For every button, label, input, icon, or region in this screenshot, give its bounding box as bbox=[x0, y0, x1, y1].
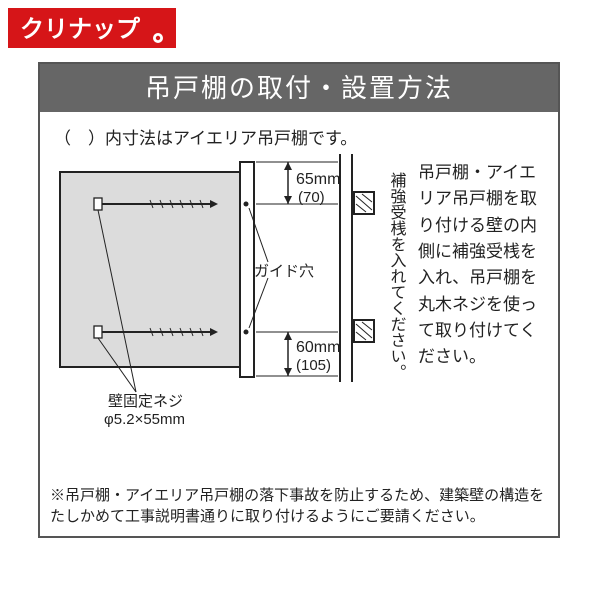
bottom-dimension-sub: (105) bbox=[296, 357, 331, 374]
brand-logo: クリナップ bbox=[8, 8, 176, 48]
top-dimension-sub: (70) bbox=[298, 189, 325, 206]
guide-hole-label: ガイド穴 bbox=[254, 263, 314, 280]
reinforcement-note: 補強受桟を入れてください。 bbox=[388, 172, 407, 380]
bottom-dimension: 60mm bbox=[296, 339, 340, 356]
footnote-text: ※吊戸棚・アイエリア吊戸棚の落下事故を防止するため、建築壁の構造をたしかめて工事… bbox=[50, 485, 548, 529]
panel-subtitle: （ ）内寸法はアイエリア吊戸棚です。 bbox=[54, 124, 357, 149]
top-dimension: 65mm bbox=[296, 171, 340, 188]
screw-label-2: φ5.2×55mm bbox=[104, 411, 185, 428]
logo-text: クリナップ bbox=[20, 16, 141, 43]
description-text: 吊戸棚・アイエリア吊戸棚を取り付ける壁の内側に補強受桟を入れ、吊戸棚を丸木ネジを… bbox=[418, 160, 548, 371]
instruction-panel: 吊戸棚の取付・設置方法 （ ）内寸法はアイエリア吊戸棚です。 bbox=[38, 62, 560, 538]
panel-title: 吊戸棚の取付・設置方法 bbox=[40, 64, 558, 112]
screw-label-1: 壁固定ネジ bbox=[108, 393, 183, 410]
